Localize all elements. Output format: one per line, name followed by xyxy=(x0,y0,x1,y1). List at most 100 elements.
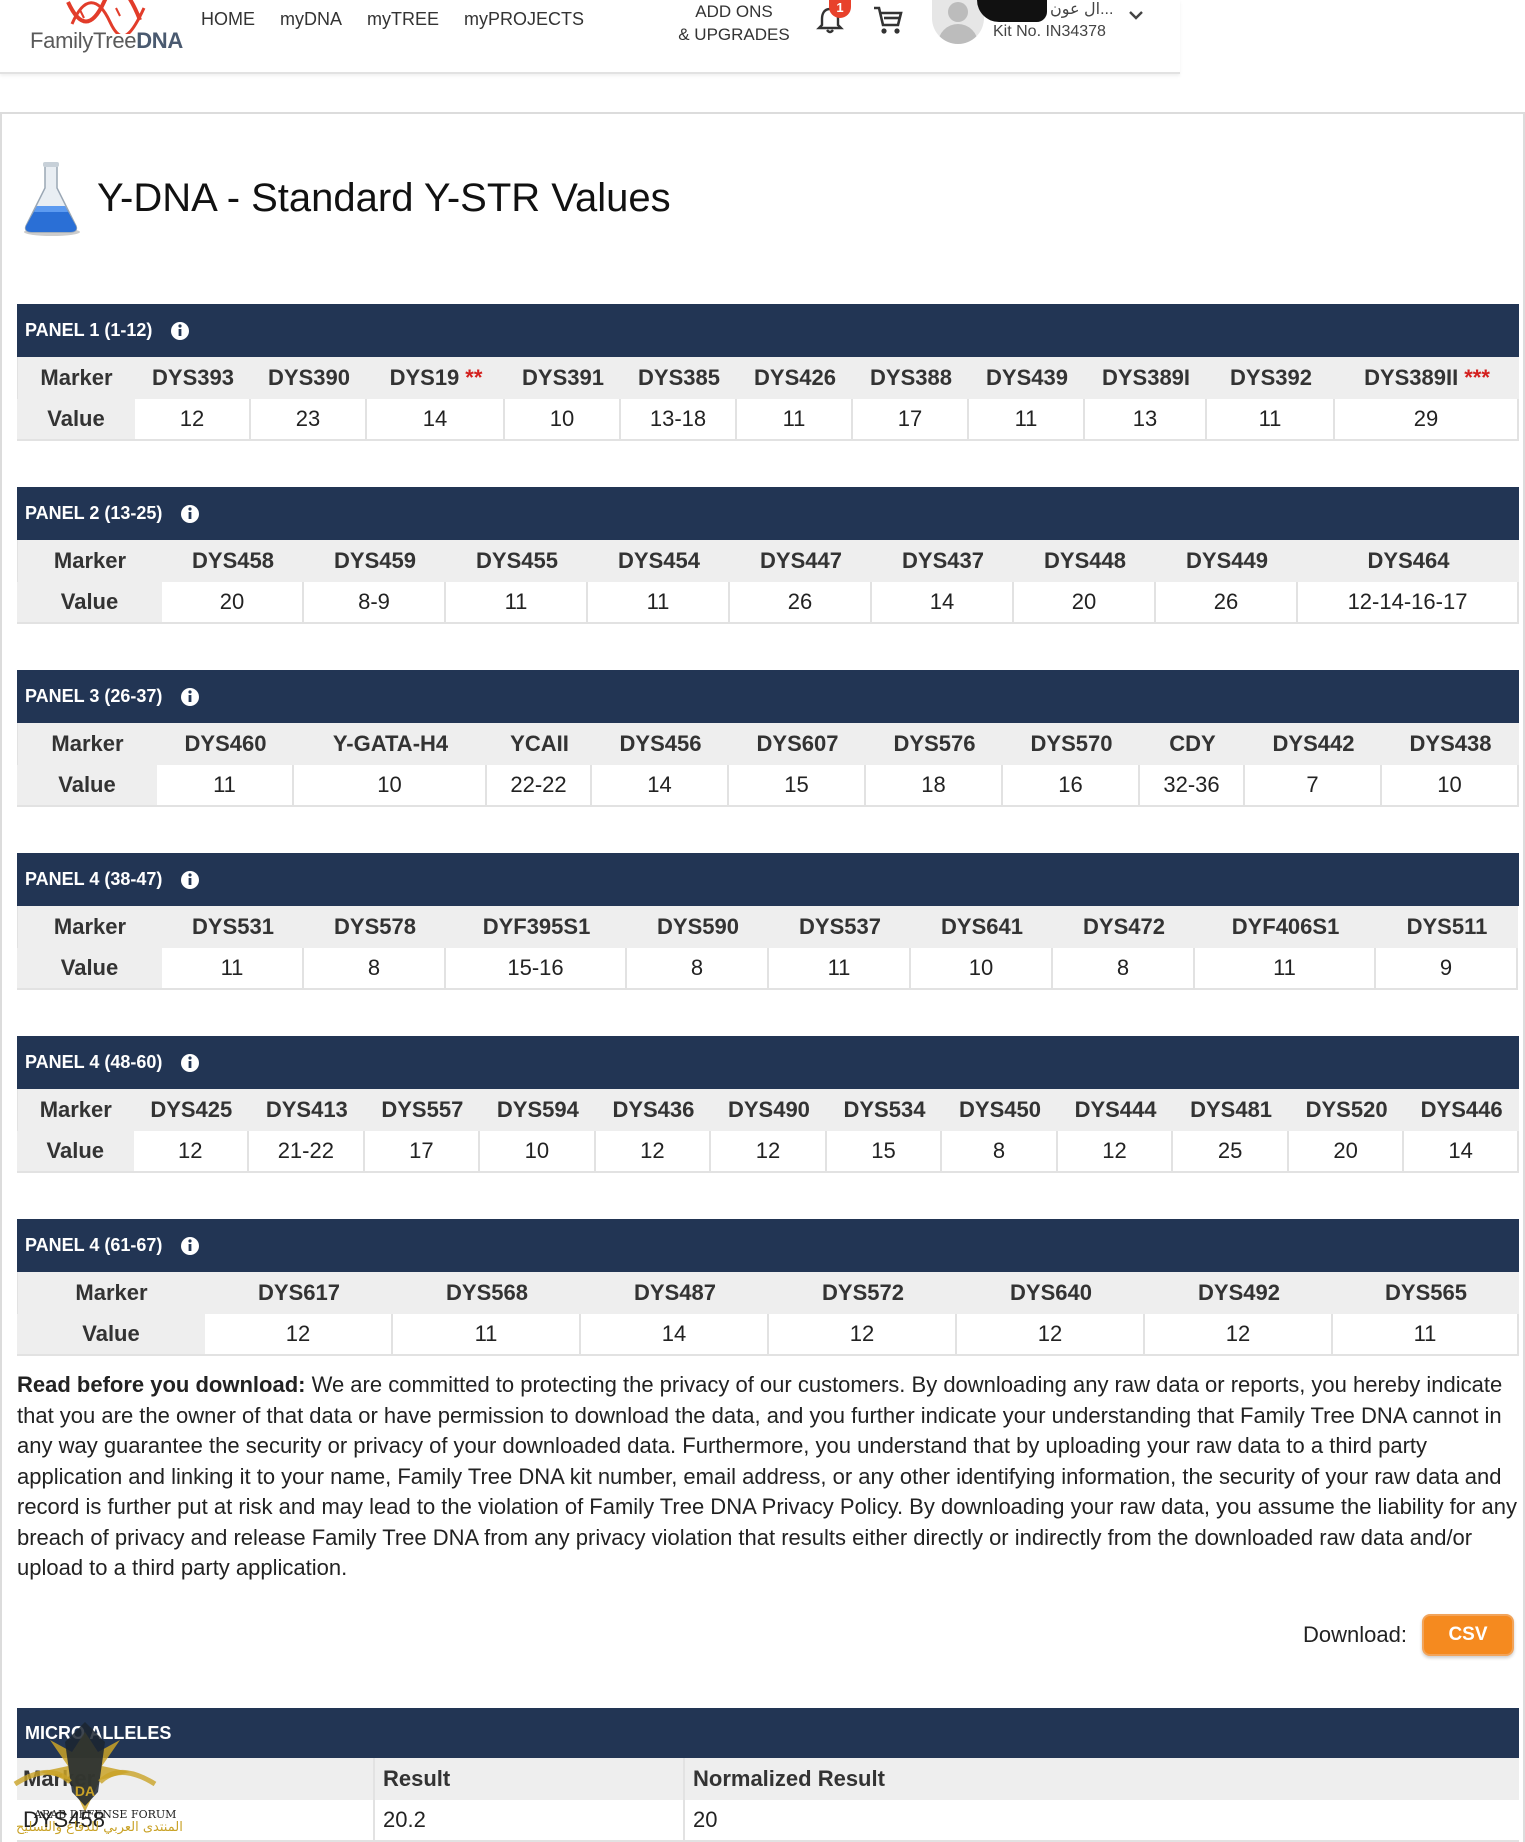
marker-column: DYF395S1 15-16 xyxy=(446,906,627,990)
micro-alleles-title: MICRO ALLELES xyxy=(17,1708,1519,1758)
download-disclaimer: Read before you download: We are committ… xyxy=(17,1370,1517,1584)
value-row-label: Value xyxy=(17,1314,205,1356)
table-row: DYS458 20.2 20 xyxy=(17,1800,1519,1842)
chevron-down-icon[interactable] xyxy=(1127,6,1145,24)
value-row-label: Value xyxy=(17,765,157,807)
micro-alleles-panel: MICRO ALLELES Marker Result Normalized R… xyxy=(17,1708,1519,1842)
micro-normalized: 20 xyxy=(683,1800,1519,1840)
user-avatar-icon[interactable] xyxy=(932,0,984,44)
panel-4: PANEL 4 (38-47) Marker Value DYS531 11 DYS578… xyxy=(17,853,1519,990)
marker-name: DYS490 xyxy=(711,1089,827,1131)
csv-download-button[interactable]: CSV xyxy=(1422,1614,1514,1656)
marker-value: 11 xyxy=(588,582,730,624)
info-icon[interactable] xyxy=(180,504,200,524)
panel-title: PANEL 3 (26-37) xyxy=(17,670,1519,723)
panel-title-text: PANEL 4 (48-60) xyxy=(25,1052,163,1072)
disclaimer-lead: Read before you download: xyxy=(17,1372,306,1397)
marker-column: DYS437 14 xyxy=(872,540,1014,624)
marker-name: DYS464 xyxy=(1298,540,1519,582)
marker-column: DYS459 8-9 xyxy=(304,540,446,624)
marker-value: 23 xyxy=(251,399,367,441)
dna-helix-icon xyxy=(66,0,146,38)
marker-value: 8 xyxy=(627,948,769,990)
marker-name: DYS617 xyxy=(205,1272,393,1314)
marker-value: 11 xyxy=(162,948,304,990)
marker-name: DYS447 xyxy=(730,540,872,582)
nav-mydna[interactable]: myDNA xyxy=(280,9,342,29)
marker-column: DYS590 8 xyxy=(627,906,769,990)
marker-name: DYF395S1 xyxy=(446,906,627,948)
marker-value: 15-16 xyxy=(446,948,627,990)
marker-name: YCAII xyxy=(487,723,592,765)
main-nav: HOME myDNA myTREE myPROJECTS xyxy=(201,9,584,30)
info-icon[interactable] xyxy=(170,321,190,341)
marker-value: 20 xyxy=(162,582,304,624)
marker-name: DYS578 xyxy=(304,906,446,948)
marker-column: DYS607 15 xyxy=(729,723,866,807)
marker-name: DYS455 xyxy=(446,540,588,582)
panel-title: PANEL 2 (13-25) xyxy=(17,487,1519,540)
marker-name: DYS390 xyxy=(251,357,367,399)
marker-value: 32-36 xyxy=(1140,765,1245,807)
nav-mytree[interactable]: myTREE xyxy=(367,9,439,29)
marker-column: DYS389II *** 29 xyxy=(1335,357,1519,441)
info-icon[interactable] xyxy=(180,1053,200,1073)
marker-name: DYS448 xyxy=(1014,540,1156,582)
row-labels: Marker Value xyxy=(17,1089,134,1173)
info-icon[interactable] xyxy=(180,870,200,890)
row-labels: Marker Value xyxy=(17,906,162,990)
marker-column: DYS436 12 xyxy=(595,1089,712,1173)
marker-column: DYS537 11 xyxy=(769,906,911,990)
marker-value: 12 xyxy=(205,1314,393,1356)
marker-value: 16 xyxy=(1003,765,1140,807)
marker-column: DYS568 11 xyxy=(393,1272,581,1356)
marker-value: 12 xyxy=(595,1131,712,1173)
marker-name: DYS511 xyxy=(1376,906,1518,948)
marker-column: DYS444 12 xyxy=(1057,1089,1174,1173)
marker-value: 12 xyxy=(1057,1131,1174,1173)
marker-value-grid: Marker Value DYS531 11 DYS578 8 DYF395S1 15-16 D… xyxy=(17,906,1519,990)
cart-icon[interactable] xyxy=(872,4,904,36)
marker-row-label: Marker xyxy=(17,723,157,765)
marker-value: 10 xyxy=(294,765,487,807)
marker-row-label: Marker xyxy=(17,1089,134,1131)
marker-name: DYS413 xyxy=(249,1089,365,1131)
marker-value: 11 xyxy=(157,765,294,807)
marker-value: 9 xyxy=(1376,948,1518,990)
marker-name: DYS565 xyxy=(1333,1272,1519,1314)
top-navigation-bar: FamilyTreeDNA HOME myDNA myTREE myPROJEC… xyxy=(0,0,1180,74)
micro-result: 20.2 xyxy=(373,1800,683,1840)
marker-name: DYS472 xyxy=(1053,906,1195,948)
marker-column: DYS446 14 xyxy=(1404,1089,1519,1173)
marker-column: DYS390 23 xyxy=(251,357,367,441)
marker-value: 15 xyxy=(826,1131,943,1173)
marker-value: 14 xyxy=(581,1314,769,1356)
panel-title: PANEL 1 (1-12) xyxy=(17,304,1519,357)
marker-column: DYS520 20 xyxy=(1288,1089,1405,1173)
value-row-label: Value xyxy=(17,399,135,441)
marker-column: DYS490 12 xyxy=(711,1089,827,1173)
marker-row-label: Marker xyxy=(17,906,162,948)
panel-title-text: PANEL 2 (13-25) xyxy=(25,503,163,523)
marker-value: 11 xyxy=(1207,399,1335,441)
marker-value: 15 xyxy=(729,765,866,807)
info-icon[interactable] xyxy=(180,687,200,707)
marker-value: 13-18 xyxy=(621,399,737,441)
marker-column: DYS455 11 xyxy=(446,540,588,624)
row-labels: Marker Value xyxy=(17,540,162,624)
user-name[interactable]: ...ال عون xyxy=(1050,1,1114,18)
info-icon[interactable] xyxy=(180,1236,200,1256)
marker-name: DYS594 xyxy=(480,1089,596,1131)
familytreedna-logo[interactable] xyxy=(28,0,178,60)
nav-home[interactable]: HOME xyxy=(201,9,255,29)
nav-addons-upgrades[interactable]: ADD ONS & UPGRADES xyxy=(678,0,790,46)
value-row-label: Value xyxy=(17,582,162,624)
content-container xyxy=(0,112,1525,1842)
notification-badge: 1 xyxy=(829,0,851,18)
marker-column: DYS472 8 xyxy=(1053,906,1195,990)
nav-myprojects[interactable]: myPROJECTS xyxy=(464,9,585,29)
row-labels: Marker Value xyxy=(17,1272,205,1356)
panel-title-text: PANEL 4 (61-67) xyxy=(25,1235,163,1255)
marker-name: DYS425 xyxy=(133,1089,250,1131)
marker-name: DYS438 xyxy=(1382,723,1519,765)
